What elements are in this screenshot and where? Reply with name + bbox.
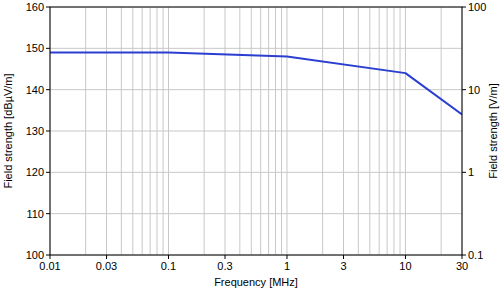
x-tick xyxy=(286,255,287,259)
grid xyxy=(50,7,462,255)
labels: 0.010.030.10.313103010011012013014015016… xyxy=(2,1,499,288)
y-tick xyxy=(46,213,50,214)
y-grid-line xyxy=(50,89,462,90)
x-tick xyxy=(462,255,463,259)
x-tick-label: 1 xyxy=(284,260,290,272)
chart-root: 0.010.030.10.313103010011012013014015016… xyxy=(0,0,504,292)
y2-tick-label: 1 xyxy=(468,166,474,178)
x-tick-label: 30 xyxy=(456,260,468,272)
chart: 0.010.030.10.313103010011012013014015016… xyxy=(0,0,504,292)
y-tick-label: 100 xyxy=(26,249,44,261)
y-tick xyxy=(46,172,50,173)
y2-tick-label: 0.1 xyxy=(468,249,483,261)
y-tick-label: 160 xyxy=(26,1,44,13)
y-tick xyxy=(46,255,50,256)
x-tick-label: 0.3 xyxy=(217,260,232,272)
y2-tick xyxy=(462,255,466,256)
y2-tick xyxy=(462,7,466,8)
line-series xyxy=(50,52,462,114)
plot-frame xyxy=(50,7,462,255)
y-tick xyxy=(46,48,50,49)
x-tick-label: 0.1 xyxy=(161,260,176,272)
y-tick xyxy=(46,131,50,132)
y-tick-label: 140 xyxy=(26,84,44,96)
y-axis-title: Field strength [dBµV/m] xyxy=(2,73,14,188)
y2-tick-label: 10 xyxy=(468,84,480,96)
x-tick xyxy=(106,255,107,259)
x-tick xyxy=(168,255,169,259)
y-grid-line xyxy=(50,172,462,173)
y-tick-label: 120 xyxy=(26,166,44,178)
x-tick xyxy=(405,255,406,259)
x-tick xyxy=(225,255,226,259)
y-grid-line xyxy=(50,48,462,49)
x-tick-label: 10 xyxy=(399,260,411,272)
data xyxy=(50,52,462,114)
x-tick-label: 0.03 xyxy=(96,260,117,272)
x-axis-title: Frequency [MHz] xyxy=(214,276,298,288)
y-tick xyxy=(46,7,50,8)
y-tick-label: 130 xyxy=(26,125,44,137)
x-tick xyxy=(50,255,51,259)
y-tick-label: 150 xyxy=(26,42,44,54)
y2-tick-label: 100 xyxy=(468,1,486,13)
x-tick-label: 3 xyxy=(340,260,346,272)
y-grid-line xyxy=(50,131,462,132)
x-tick-label: 0.01 xyxy=(39,260,60,272)
y2-axis-title: Field strength [V/m] xyxy=(487,83,499,178)
y2-tick xyxy=(462,172,466,173)
x-tick xyxy=(343,255,344,259)
y-grid-line xyxy=(50,213,462,214)
y2-tick xyxy=(462,89,466,90)
y-tick-label: 110 xyxy=(26,208,44,220)
y-tick xyxy=(46,89,50,90)
